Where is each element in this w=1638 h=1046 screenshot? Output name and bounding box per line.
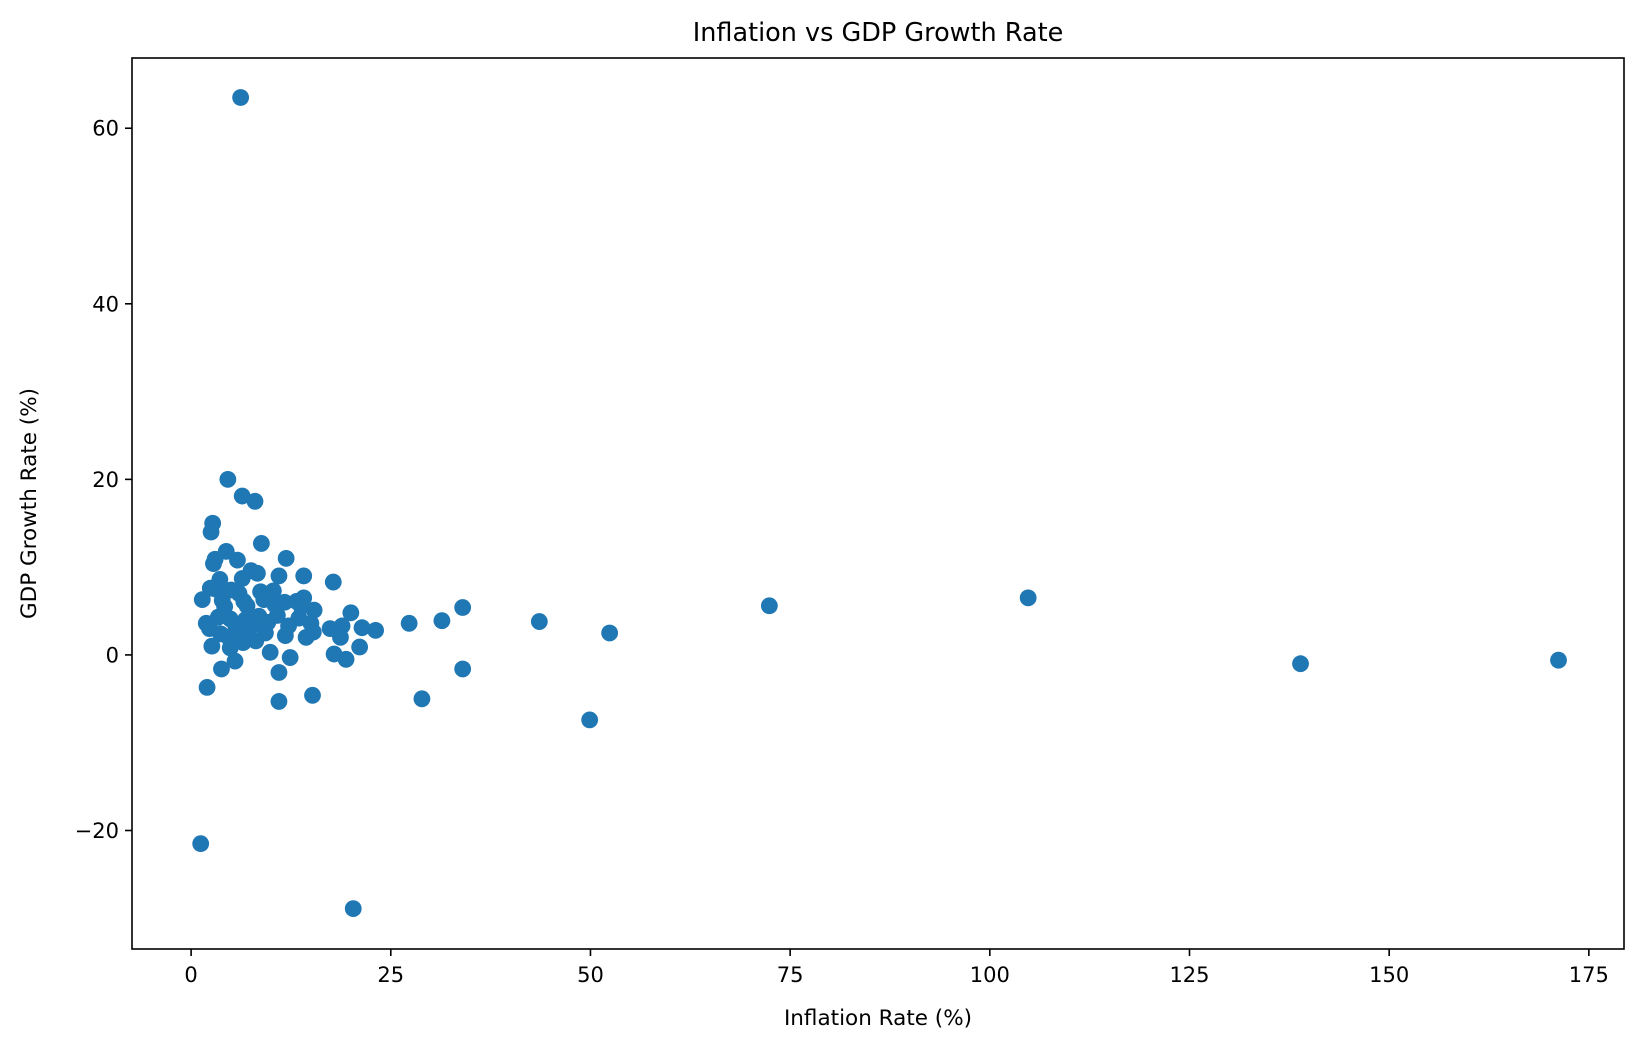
data-point	[234, 634, 252, 652]
data-point	[246, 492, 264, 510]
x-tick-label: 50	[577, 963, 604, 987]
data-point	[226, 652, 244, 670]
data-point	[205, 555, 222, 573]
data-point	[304, 623, 322, 641]
x-tick-label: 0	[184, 963, 197, 987]
data-point	[433, 612, 451, 630]
data-point	[270, 664, 288, 681]
plot-frame	[131, 57, 1625, 950]
x-tick-label: 100	[970, 963, 1010, 987]
data-point	[332, 628, 349, 646]
x-tick-label: 150	[1369, 963, 1409, 987]
x-axis-label: Inflation Rate (%)	[784, 1006, 972, 1031]
data-point	[351, 638, 369, 656]
data-point	[261, 643, 279, 661]
data-point	[367, 621, 385, 639]
y-tick-label: 0	[106, 643, 119, 667]
data-point	[344, 900, 362, 918]
data-point	[304, 686, 321, 704]
y-tick-label: 20	[92, 468, 119, 492]
x-tick-label: 25	[377, 963, 404, 987]
data-point	[268, 607, 286, 624]
y-axis: −20 0 20 40 60	[75, 117, 132, 843]
data-point	[202, 523, 220, 541]
data-point	[342, 604, 360, 622]
data-point	[249, 564, 266, 582]
data-point	[233, 487, 251, 505]
data-point	[530, 613, 548, 630]
x-tick-label: 175	[1569, 963, 1609, 987]
data-point	[1550, 651, 1567, 669]
y-axis-label: GDP Growth Rate (%)	[17, 388, 42, 619]
data-point	[413, 690, 431, 708]
data-point	[337, 650, 355, 668]
data-point	[454, 599, 472, 616]
data-point	[760, 597, 778, 615]
data-point	[295, 567, 313, 585]
data-point	[277, 549, 295, 567]
data-point	[221, 639, 239, 657]
data-point	[324, 573, 342, 591]
data-point	[252, 535, 270, 552]
data-point	[219, 470, 237, 488]
y-tick-label: −20	[75, 819, 119, 843]
data-point	[238, 597, 256, 615]
y-tick-label: 40	[92, 292, 119, 316]
data-points	[192, 89, 1567, 918]
data-point	[213, 660, 230, 678]
data-point	[276, 627, 294, 645]
x-axis: 0 25 50 75 100 125 150 175	[184, 949, 1609, 987]
data-point	[270, 567, 288, 585]
data-point	[232, 89, 250, 106]
data-point	[193, 591, 211, 609]
data-point	[203, 637, 221, 655]
data-point	[1292, 655, 1309, 673]
data-point	[581, 711, 599, 729]
data-point	[400, 614, 418, 632]
chart-title: Inflation vs GDP Growth Rate	[693, 18, 1064, 48]
data-point	[270, 693, 288, 710]
data-point	[454, 660, 472, 678]
data-point	[353, 619, 371, 637]
data-point	[1019, 589, 1037, 607]
data-point	[233, 570, 251, 587]
x-tick-label: 75	[777, 963, 804, 987]
data-point	[281, 649, 299, 666]
data-point	[305, 601, 323, 619]
data-point	[229, 551, 246, 569]
data-point	[601, 624, 619, 642]
x-tick-label: 125	[1169, 963, 1209, 987]
data-point	[256, 624, 274, 642]
data-point	[198, 679, 216, 696]
y-tick-label: 60	[92, 117, 119, 141]
data-point	[192, 835, 210, 853]
